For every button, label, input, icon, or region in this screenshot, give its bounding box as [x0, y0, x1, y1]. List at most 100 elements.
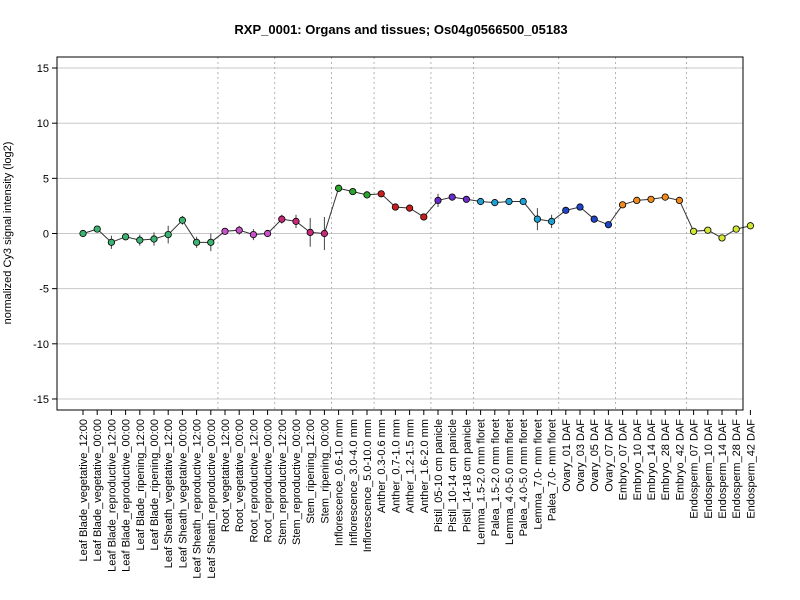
data-point [547, 217, 556, 225]
data-point [93, 225, 101, 233]
data-point [363, 191, 371, 199]
x-tick-label: Leaf Sheath_vegetative_12:00 [163, 419, 175, 568]
x-tick-label: Pistil_10-14 cm panicle [447, 419, 459, 532]
x-tick-label: Palea_1.5-2.0 mm floret [490, 419, 502, 536]
x-tick-label: Leaf Blade_reproductive_12:00 [106, 419, 118, 572]
x-tick-label: Endosperm_28 DAF [731, 419, 743, 519]
x-tick-label: Leaf Blade_vegetative_00:00 [92, 419, 104, 562]
data-point [221, 227, 229, 235]
chart-title: RXP_0001: Organs and tissues; Os04g05665… [234, 22, 567, 37]
x-tick-label: Anther_1.2-1.5 mm [405, 419, 417, 513]
x-tick-label: Embryo_42 DAF [674, 419, 686, 501]
x-tick-label: Ovary_05 DAF [589, 419, 601, 492]
x-tick-label: Anther_0.7-1.0 mm [390, 419, 402, 513]
x-tick-label: Pistil_14-18 cm panicle [461, 419, 473, 532]
data-point [576, 203, 584, 211]
y-tick-label: 0 [43, 229, 49, 241]
data-point [718, 234, 726, 242]
data-point [306, 228, 314, 236]
x-tick-label: Lemma_1.5-2.0 mm floret [476, 419, 488, 545]
x-tick-label: Stem_reproductive_12:00 [277, 419, 289, 545]
x-tick-label: Embryo_10 DAF [632, 419, 644, 501]
data-point [689, 227, 698, 235]
x-tick-label: Stem_reproductive_00:00 [291, 419, 303, 545]
x-tick-label: Endosperm_10 DAF [703, 419, 715, 519]
x-tick-label: Leaf Blade_reproductive_00:00 [121, 419, 133, 572]
data-point [79, 229, 87, 238]
data-point [263, 229, 272, 238]
x-tick-label: Anther_0.3-0.6 mm [376, 419, 388, 513]
x-tick-label: Ovary_07 DAF [603, 419, 615, 492]
x-tick-label: Inflorescence_0.6-1.0 mm [334, 419, 346, 546]
x-tick-label: Root_vegetative_12:00 [220, 419, 232, 532]
data-point [647, 195, 655, 203]
data-point [349, 187, 357, 196]
y-tick-label: -15 [33, 394, 49, 406]
data-point [164, 231, 172, 239]
data-point [320, 229, 328, 238]
data-point [434, 196, 442, 205]
data-point [278, 215, 286, 223]
x-tick-label: Anther_1.6-2.0 mm [419, 419, 431, 513]
x-tick-label: Lemma_4.0-5.0 mm floret [504, 419, 516, 545]
x-tick-label: Palea_4.0-5.0 mm floret [518, 419, 530, 536]
data-point [193, 238, 201, 246]
x-tick-label: Leaf Sheath_vegetative_00:00 [177, 419, 189, 568]
data-point [377, 190, 385, 198]
x-tick-label: Endosperm_42 DAF [745, 419, 757, 519]
data-point [562, 206, 570, 214]
y-tick-label: 10 [37, 118, 49, 130]
data-point [618, 201, 627, 209]
data-point [249, 231, 257, 239]
data-point [604, 221, 613, 229]
data-point [207, 238, 215, 246]
x-tick-label: Palea_7.0- mm floret [547, 419, 559, 521]
plot-frame [56, 56, 744, 411]
group-separators [217, 57, 687, 410]
x-tick-label: Embryo_14 DAF [646, 419, 658, 501]
x-tick-label: Embryo_07 DAF [618, 419, 630, 501]
data-series [79, 184, 755, 252]
data-point [675, 196, 684, 205]
x-tick-label: Ovary_01 DAF [561, 419, 573, 492]
x-tick-label: Stem_ripening_12:00 [305, 419, 317, 524]
x-tick-label: Embryo_28 DAF [660, 419, 672, 501]
y-axis-label: normalized Cy3 signal intensity (log2) [2, 142, 14, 325]
data-point [533, 215, 542, 223]
x-tick-label: Lemma_7.0- mm floret [532, 419, 544, 530]
data-point [420, 213, 428, 221]
data-point [505, 197, 513, 206]
x-axis: Leaf Blade_vegetative_12:00 Leaf Blade_ve… [78, 410, 757, 579]
data-point [150, 235, 158, 243]
data-point [462, 195, 470, 203]
data-point [633, 196, 641, 205]
data-point [746, 222, 755, 230]
data-point [391, 203, 399, 211]
data-point [107, 238, 116, 246]
data-point [519, 197, 527, 206]
x-tick-label: Root_reproductive_00:00 [263, 419, 275, 543]
x-tick-label: Inflorescence_5.0-10.0 mm [362, 419, 374, 552]
x-tick-label: Inflorescence_3.0-4.0 mm [348, 419, 360, 546]
data-point [476, 197, 485, 206]
x-tick-label: Endosperm_07 DAF [689, 419, 701, 519]
x-tick-label: Leaf Sheath_reproductive_00:00 [206, 419, 218, 579]
x-tick-label: Root_reproductive_12:00 [248, 419, 260, 543]
x-tick-label: Leaf Sheath_reproductive_12:00 [192, 419, 204, 579]
data-point [661, 193, 669, 201]
data-point [491, 199, 499, 207]
data-point [590, 215, 598, 223]
y-axis: -15 -10 -5 0 5 10 15 [33, 63, 57, 406]
data-point [235, 226, 243, 234]
data-point [405, 204, 414, 212]
y-tick-label: -10 [33, 339, 49, 351]
x-tick-label: Leaf Blade_ripening_12:00 [135, 419, 147, 551]
data-point [732, 225, 740, 233]
x-tick-label: Leaf Blade_ripening_00:00 [149, 419, 161, 551]
y-tick-label: 5 [43, 173, 49, 185]
data-point [122, 233, 130, 241]
data-point [292, 217, 300, 225]
data-point [448, 193, 456, 201]
data-point [704, 226, 712, 234]
